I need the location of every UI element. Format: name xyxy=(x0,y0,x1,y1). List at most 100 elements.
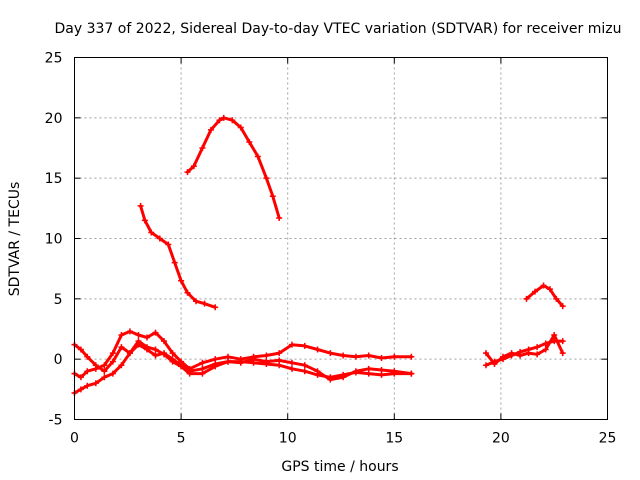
data-point xyxy=(178,277,185,284)
data-point xyxy=(143,344,150,351)
data-point xyxy=(135,332,142,339)
data-point xyxy=(77,374,84,381)
data-point xyxy=(559,303,566,310)
data-point xyxy=(77,346,84,353)
data-point xyxy=(152,329,159,336)
data-point xyxy=(254,153,261,160)
x-axis-label: GPS time / hours xyxy=(281,459,398,475)
data-point xyxy=(551,332,558,339)
series-line xyxy=(484,333,565,366)
data-point xyxy=(135,338,142,345)
data-point xyxy=(408,370,415,377)
data-point xyxy=(546,286,553,293)
data-point xyxy=(229,117,236,124)
data-point xyxy=(165,241,172,248)
axis-ticks xyxy=(74,57,608,420)
data-point xyxy=(152,352,159,359)
series-track-e xyxy=(184,114,283,221)
data-point xyxy=(190,163,197,170)
data-point xyxy=(184,289,191,296)
data-point xyxy=(314,346,321,353)
data-point xyxy=(207,126,214,133)
data-point xyxy=(534,351,541,358)
data-point xyxy=(288,359,295,366)
data-point xyxy=(301,342,308,349)
data-point xyxy=(220,114,227,121)
x-tick-label: 5 xyxy=(177,431,186,447)
data-point xyxy=(542,346,549,353)
data-point xyxy=(212,363,219,370)
data-point xyxy=(225,358,232,365)
data-point xyxy=(109,358,116,365)
tick-labels: 0 5 10 15 20 25 -5 0 5 10 15 20 25 xyxy=(45,51,617,447)
series-track-a xyxy=(71,328,415,381)
data-point xyxy=(184,169,191,176)
y-tick-label: 25 xyxy=(45,51,63,67)
data-point xyxy=(263,352,270,359)
data-point xyxy=(532,288,539,295)
series-track-h xyxy=(523,282,566,310)
data-point xyxy=(250,359,257,366)
data-point xyxy=(288,341,295,348)
data-point xyxy=(178,363,185,370)
data-point xyxy=(301,368,308,375)
data-point xyxy=(340,352,347,359)
data-point xyxy=(169,350,176,357)
series-line xyxy=(186,116,281,220)
data-point xyxy=(92,362,99,369)
data-point xyxy=(84,382,91,389)
y-tick-label: 20 xyxy=(45,111,63,127)
data-point xyxy=(263,360,270,367)
chart-title: Day 337 of 2022, Sidereal Day-to-day VTE… xyxy=(55,21,622,37)
data-point xyxy=(101,362,108,369)
data-point xyxy=(237,358,244,365)
data-point xyxy=(352,369,359,376)
data-point xyxy=(378,354,385,361)
series-line xyxy=(73,343,413,395)
data-point xyxy=(482,362,489,369)
data-point xyxy=(408,353,415,360)
x-tick-label: 15 xyxy=(385,431,403,447)
data-series xyxy=(71,114,566,396)
data-point xyxy=(365,352,372,359)
data-point xyxy=(559,338,566,345)
data-point xyxy=(118,344,125,351)
data-point xyxy=(169,358,176,365)
x-tick-label: 10 xyxy=(279,431,297,447)
data-point xyxy=(143,334,150,341)
data-point xyxy=(152,346,159,353)
data-point xyxy=(201,300,208,307)
data-point xyxy=(186,370,193,377)
data-point xyxy=(378,371,385,378)
data-point xyxy=(276,362,283,369)
data-point xyxy=(199,370,206,377)
data-point xyxy=(491,360,498,367)
y-tick-label: 15 xyxy=(45,171,63,187)
y-tick-label: -5 xyxy=(49,413,63,429)
data-point xyxy=(101,368,108,375)
data-point xyxy=(193,298,200,305)
data-point xyxy=(525,350,532,357)
data-point xyxy=(276,350,283,357)
data-point xyxy=(148,229,155,236)
data-point xyxy=(559,350,566,357)
data-point xyxy=(77,386,84,393)
data-point xyxy=(340,371,347,378)
y-tick-label: 5 xyxy=(54,292,63,308)
data-point xyxy=(118,332,125,339)
data-point xyxy=(500,353,507,360)
data-point xyxy=(276,214,283,221)
data-point xyxy=(216,117,223,124)
data-point xyxy=(301,362,308,369)
x-tick-label: 25 xyxy=(599,431,617,447)
data-point xyxy=(101,374,108,381)
series-line xyxy=(139,204,217,309)
data-point xyxy=(161,351,168,358)
data-point xyxy=(263,175,270,182)
data-point xyxy=(246,138,253,145)
data-point xyxy=(84,368,91,375)
data-point xyxy=(540,282,547,289)
data-point xyxy=(391,370,398,377)
data-point xyxy=(391,353,398,360)
